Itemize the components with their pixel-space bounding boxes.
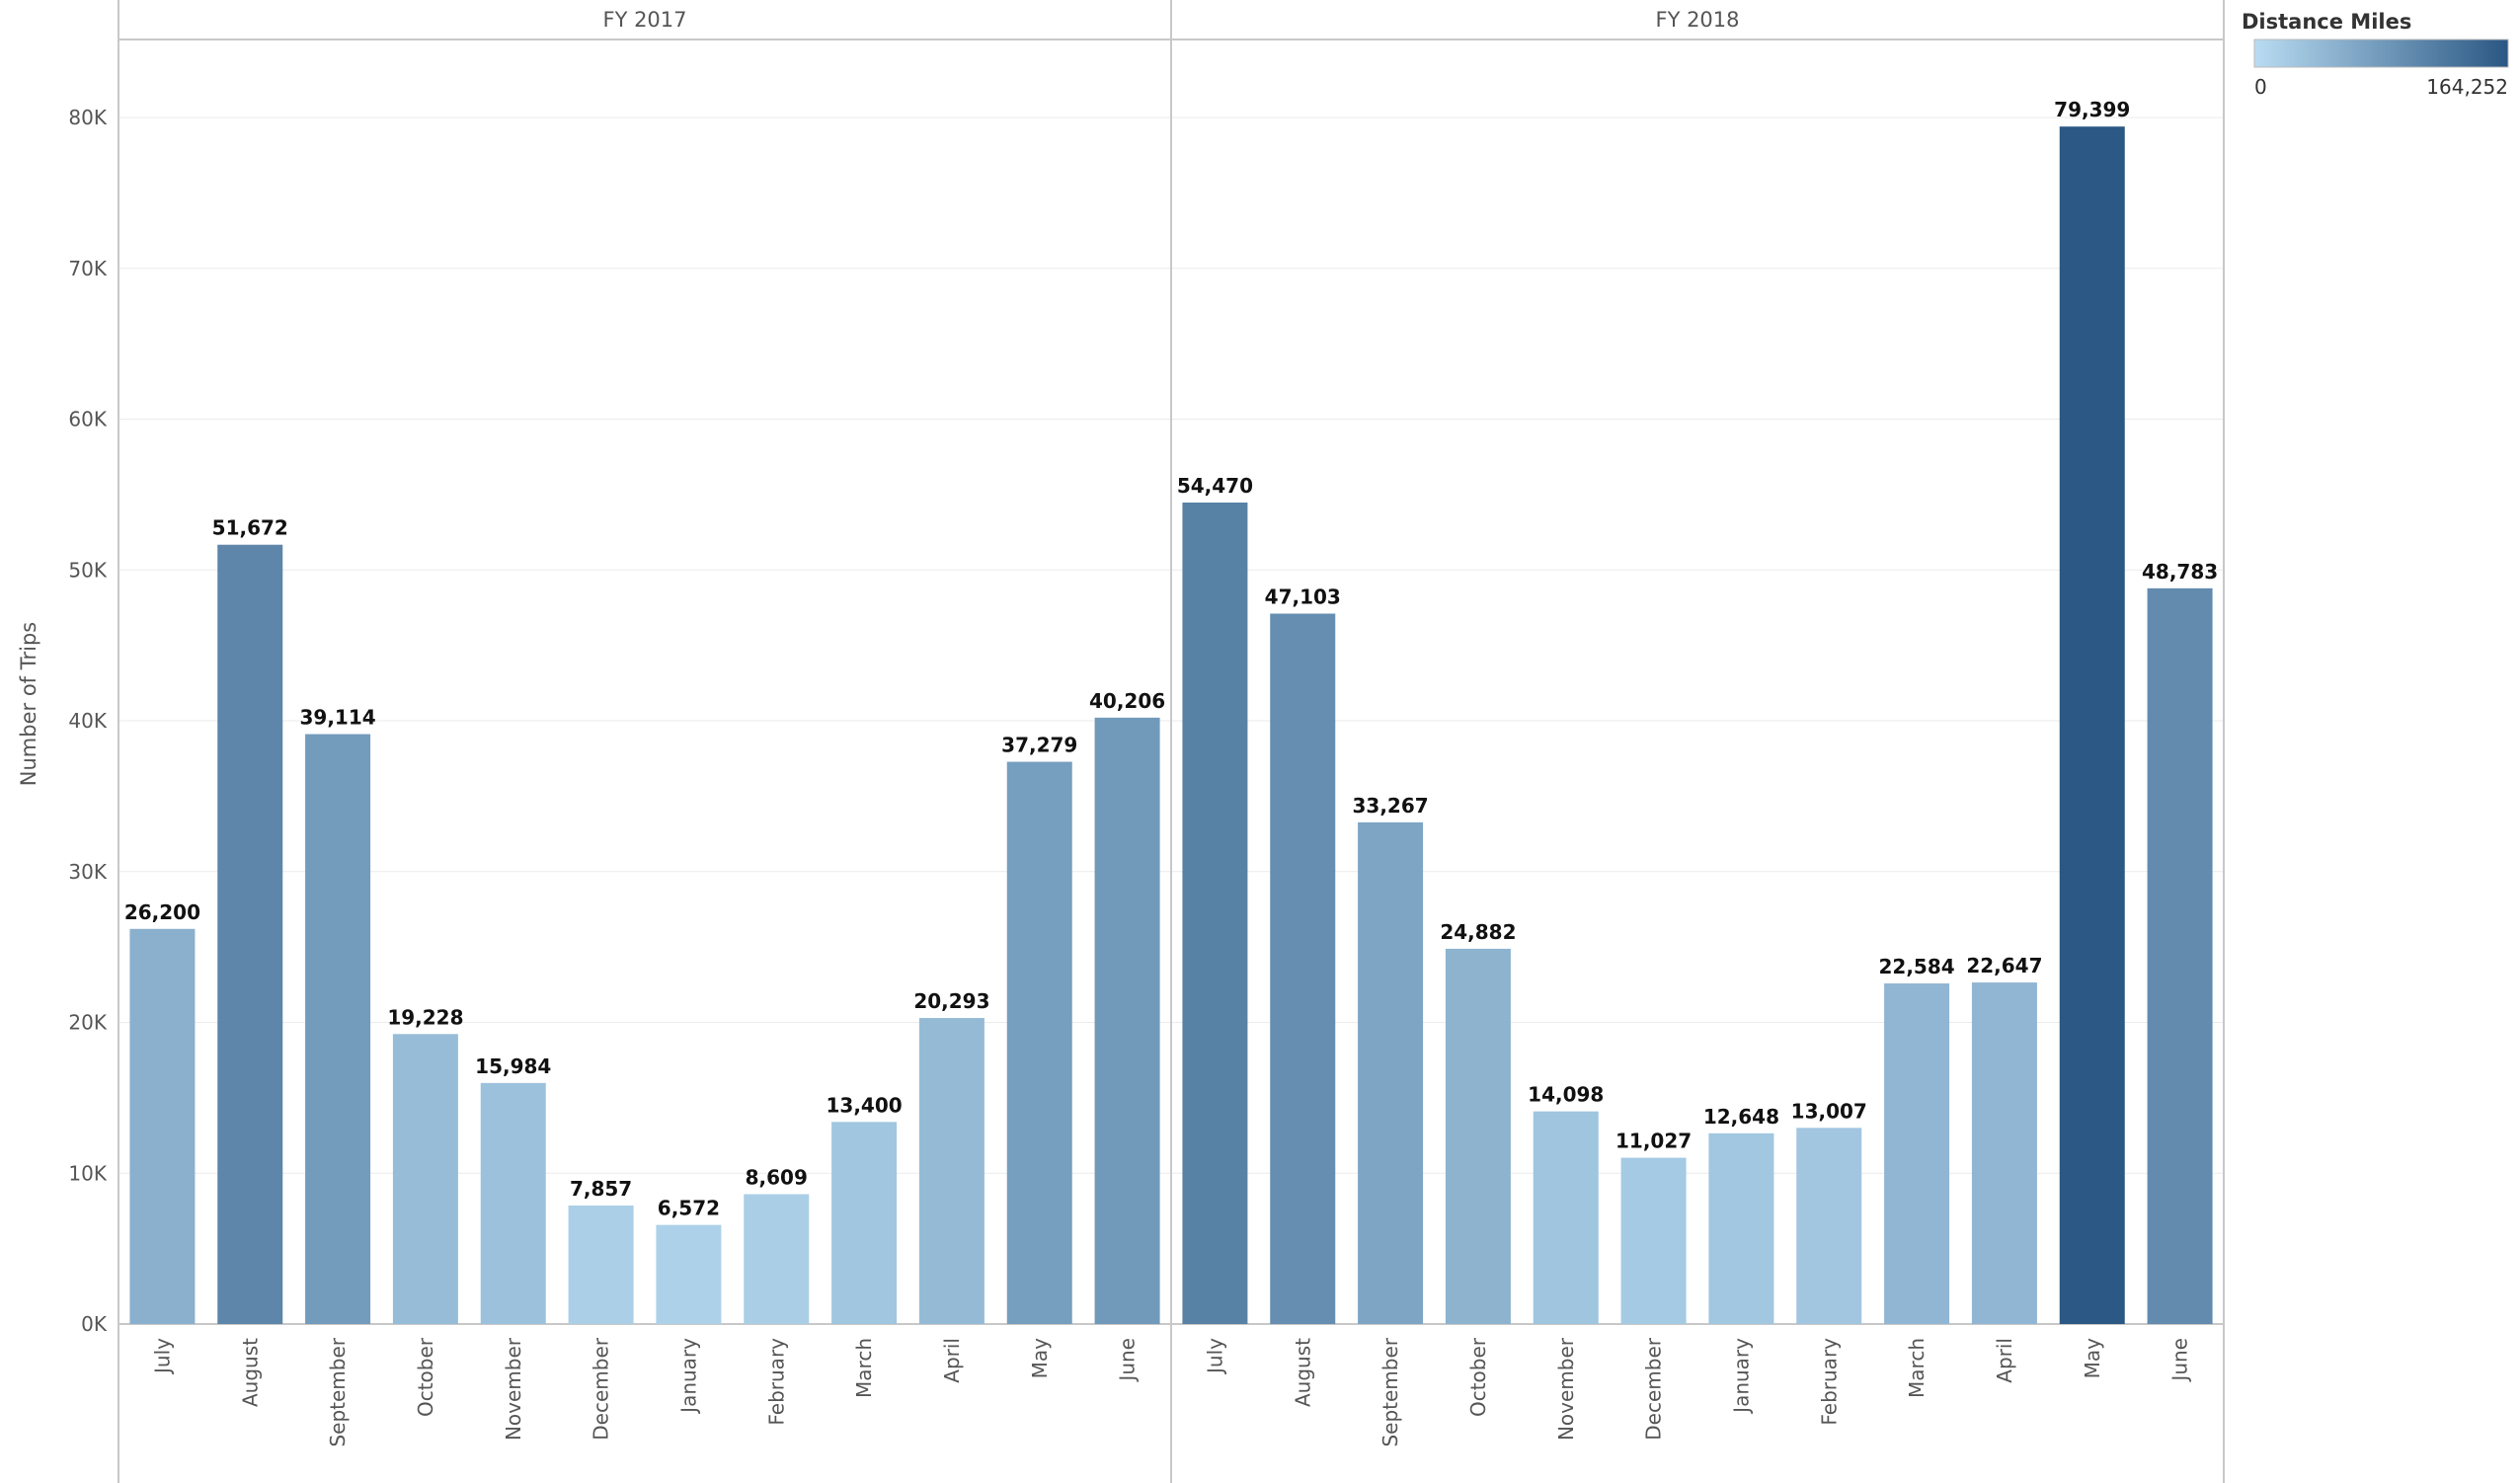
x-tick-label: January [676,1338,700,1415]
bar[interactable] [2147,587,2213,1324]
bar[interactable] [1796,1128,1862,1324]
bar[interactable] [1533,1111,1599,1324]
data-label: 12,648 [1703,1105,1779,1129]
data-label: 26,200 [124,900,200,924]
y-tick-label: 60K [68,408,107,431]
x-tick-label: July [1203,1338,1226,1375]
data-label: 20,293 [913,989,989,1013]
bar[interactable] [568,1205,634,1324]
y-axis-title: Number of Trips [17,622,40,786]
panel-header: FY 2017 FY 2018 [602,8,1739,32]
bar[interactable] [1708,1132,1774,1324]
data-label: 8,609 [746,1165,808,1189]
color-legend[interactable]: Distance Miles 0 164,252 [2242,10,2509,99]
data-label: 13,400 [826,1093,902,1117]
y-tick-label: 80K [68,106,107,129]
bar[interactable] [1884,983,1950,1324]
bar[interactable] [2059,126,2125,1324]
bars: 26,200 51,672 39,114 19,228 15,984 7,857 6,572… [124,98,2218,1324]
data-label: 39,114 [299,706,375,730]
data-label: 6,572 [658,1197,720,1220]
data-label: 22,584 [1878,955,1954,978]
bar[interactable] [1620,1157,1687,1324]
panel-label: FY 2017 [602,8,686,32]
x-tick-label: November [502,1337,525,1441]
x-tick-label: April [940,1338,964,1383]
x-tick-label: June [2168,1338,2192,1383]
x-tick-label: December [1642,1337,1666,1440]
bar[interactable] [1358,821,1424,1324]
data-label: 19,228 [387,1005,463,1029]
x-tick-label: January [1729,1338,1753,1415]
x-tick-label: May [1028,1338,1052,1379]
chart-frame [118,0,2225,1483]
y-tick-label: 20K [68,1011,107,1035]
bar[interactable] [392,1034,458,1324]
bar[interactable] [656,1224,722,1324]
y-tick-label: 10K [68,1161,107,1185]
data-label: 40,206 [1089,689,1165,713]
y-tick-label: 40K [68,709,107,733]
x-tick-label: September [326,1337,350,1446]
x-tick-label: August [238,1338,262,1407]
data-label: 51,672 [212,516,288,540]
x-tick-label: December [590,1337,613,1440]
y-tick-label: 30K [68,860,107,884]
bar[interactable] [1094,717,1160,1324]
bar[interactable] [305,734,371,1324]
data-label: 54,470 [1177,474,1253,498]
x-tick-label: September [1378,1337,1402,1446]
bar[interactable] [1971,982,2037,1324]
legend-min-label: 0 [2254,75,2267,99]
legend-title: Distance Miles [2242,10,2411,34]
data-label: 13,007 [1791,1099,1867,1123]
bar[interactable] [1182,502,1248,1324]
data-label: 37,279 [1001,734,1077,757]
panel-label: FY 2018 [1655,8,1739,32]
x-axis: July August September October November Decemb… [150,1337,2191,1446]
x-tick-label: March [1905,1338,1929,1398]
data-label: 14,098 [1528,1083,1604,1107]
data-label: 24,882 [1440,920,1516,944]
bar[interactable] [918,1018,984,1324]
x-tick-label: February [764,1338,788,1426]
x-tick-label: April [1993,1338,2016,1383]
data-label: 33,267 [1352,794,1428,818]
data-label: 15,984 [475,1054,551,1078]
y-tick-label: 70K [68,257,107,280]
bar[interactable] [217,544,283,1324]
bar[interactable] [480,1082,546,1324]
legend-color-ramp [2253,39,2509,68]
x-tick-label: July [150,1338,174,1375]
x-tick-label: May [2081,1338,2104,1379]
data-label: 48,783 [2142,560,2218,584]
bar[interactable] [831,1122,898,1324]
data-label: 22,647 [1966,954,2042,977]
bar[interactable] [1270,613,1336,1324]
y-axis: 0K 10K 20K 30K 40K 50K 60K 70K 80K [68,106,107,1336]
data-label: 11,027 [1615,1130,1692,1153]
legend-max-label: 164,252 [2426,75,2508,99]
x-tick-label: March [852,1338,876,1398]
y-tick-label: 50K [68,558,107,582]
x-tick-label: October [1466,1337,1490,1417]
data-label: 7,857 [570,1177,632,1201]
bar[interactable] [1445,948,1511,1324]
bar[interactable] [129,928,196,1324]
x-tick-label: October [414,1337,437,1417]
bar[interactable] [1006,761,1072,1324]
bar[interactable] [744,1194,810,1324]
x-tick-label: August [1291,1338,1314,1407]
x-tick-label: November [1554,1337,1578,1441]
data-label: 79,399 [2054,98,2130,121]
x-tick-label: February [1817,1338,1841,1426]
data-label: 47,103 [1265,585,1341,609]
x-tick-label: June [1116,1338,1140,1383]
y-tick-label: 0K [81,1312,108,1336]
